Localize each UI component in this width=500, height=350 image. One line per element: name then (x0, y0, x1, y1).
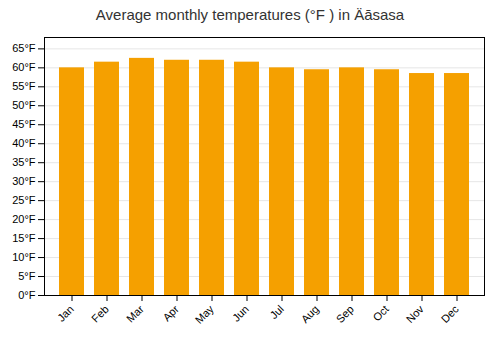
svg-text:25°F: 25°F (12, 194, 36, 206)
svg-text:20°F: 20°F (12, 213, 36, 225)
svg-text:30°F: 30°F (12, 175, 36, 187)
svg-text:10°F: 10°F (12, 251, 36, 263)
svg-text:Oct: Oct (370, 303, 391, 324)
svg-text:65°F: 65°F (12, 42, 36, 54)
svg-text:15°F: 15°F (12, 232, 36, 244)
svg-text:Apr: Apr (160, 303, 181, 324)
svg-text:Nov: Nov (404, 302, 427, 325)
svg-text:Aug: Aug (299, 303, 321, 325)
svg-text:50°F: 50°F (12, 99, 36, 111)
svg-text:Sep: Sep (334, 303, 356, 325)
html-text:Average monthly temperatures (: Average monthly temperatures (°F ) in Äā… (95, 6, 405, 23)
svg-text:35°F: 35°F (12, 156, 36, 168)
svg-text:0°F: 0°F (18, 289, 36, 301)
svg-text:Jul: Jul (267, 303, 285, 321)
svg-text:55°F: 55°F (12, 80, 36, 92)
svg-text:May: May (193, 302, 217, 326)
svg-text:40°F: 40°F (12, 137, 36, 149)
svg-text:Jan: Jan (55, 303, 76, 324)
svg-text:Feb: Feb (89, 303, 111, 325)
svg-text:Dec: Dec (439, 302, 462, 325)
svg-text:5°F: 5°F (18, 270, 36, 282)
svg-text:Jun: Jun (230, 303, 251, 324)
svg-text:45°F: 45°F (12, 118, 36, 130)
svg-text:60°F: 60°F (12, 61, 36, 73)
svg-text:Mar: Mar (124, 303, 146, 325)
